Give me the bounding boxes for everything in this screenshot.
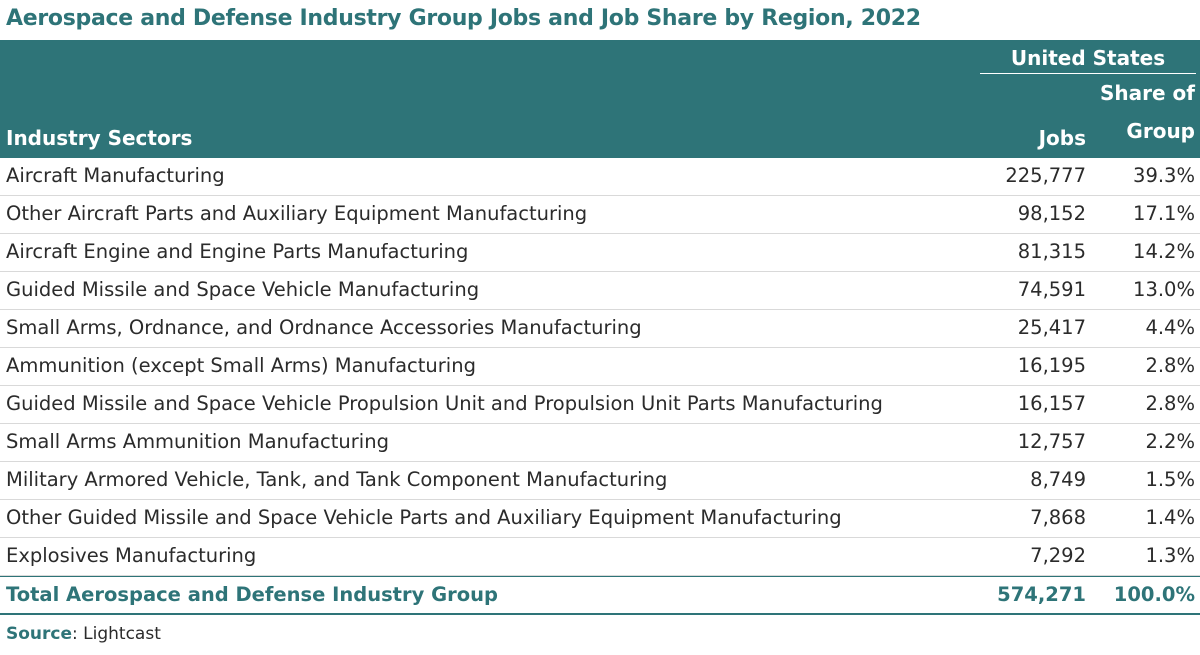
jobs-cell: 81,315 [1017, 240, 1086, 263]
sector-cell: Guided Missile and Space Vehicle Propuls… [6, 392, 883, 415]
table-row: Other Aircraft Parts and Auxiliary Equip… [0, 196, 1200, 234]
jobs-cell: 7,868 [1030, 506, 1086, 529]
share-cell: 2.8% [1145, 392, 1195, 415]
jobs-cell: 98,152 [1017, 202, 1086, 225]
table-row: Aircraft Manufacturing 225,777 39.3% [0, 158, 1200, 196]
table-row: Ammunition (except Small Arms) Manufactu… [0, 348, 1200, 386]
column-header-share: Share of Group [1100, 74, 1195, 150]
total-share: 100.0% [1113, 583, 1195, 606]
column-header-share-line1: Share of [1100, 81, 1195, 105]
table-row: Military Armored Vehicle, Tank, and Tank… [0, 462, 1200, 500]
share-cell: 14.2% [1133, 240, 1195, 263]
share-cell: 1.4% [1145, 506, 1195, 529]
sector-cell: Aircraft Manufacturing [6, 164, 225, 187]
sector-cell: Military Armored Vehicle, Tank, and Tank… [6, 468, 668, 491]
share-cell: 13.0% [1133, 278, 1195, 301]
sector-cell: Ammunition (except Small Arms) Manufactu… [6, 354, 476, 377]
table-row: Small Arms, Ordnance, and Ordnance Acces… [0, 310, 1200, 348]
jobs-cell: 16,195 [1017, 354, 1086, 377]
share-cell: 2.2% [1145, 430, 1195, 453]
table-body: Aircraft Manufacturing 225,777 39.3% Other … [0, 158, 1200, 576]
table-header: United States Industry Sectors Jobs Shar… [0, 40, 1200, 158]
share-cell: 1.3% [1145, 544, 1195, 567]
table-row: Small Arms Ammunition Manufacturing 12,75… [0, 424, 1200, 462]
table-title: Aerospace and Defense Industry Group Job… [6, 6, 921, 31]
jobs-cell: 25,417 [1017, 316, 1086, 339]
sector-cell: Small Arms Ammunition Manufacturing [6, 430, 389, 453]
jobs-table: United States Industry Sectors Jobs Shar… [0, 40, 1200, 615]
column-header-sectors: Industry Sectors [6, 126, 193, 150]
share-cell: 39.3% [1133, 164, 1195, 187]
column-header-jobs: Jobs [1038, 126, 1086, 150]
sector-cell: Small Arms, Ordnance, and Ordnance Acces… [6, 316, 642, 339]
sector-cell: Aircraft Engine and Engine Parts Manufac… [6, 240, 469, 263]
share-cell: 1.5% [1145, 468, 1195, 491]
group-header-united-states: United States [1010, 46, 1166, 70]
table-row: Guided Missile and Space Vehicle Propuls… [0, 386, 1200, 424]
table-row-total: Total Aerospace and Defense Industry Gro… [0, 576, 1200, 615]
share-cell: 4.4% [1145, 316, 1195, 339]
share-cell: 2.8% [1145, 354, 1195, 377]
jobs-cell: 7,292 [1030, 544, 1086, 567]
jobs-cell: 74,591 [1017, 278, 1086, 301]
source-text: : Lightcast [72, 624, 161, 644]
sector-cell: Guided Missile and Space Vehicle Manufac… [6, 278, 480, 301]
source-label: Source [6, 624, 73, 644]
source-note: Source: Lightcast [6, 624, 161, 644]
sector-cell: Explosives Manufacturing [6, 544, 257, 567]
share-cell: 17.1% [1133, 202, 1195, 225]
sector-cell: Other Guided Missile and Space Vehicle P… [6, 506, 842, 529]
table-row: Aircraft Engine and Engine Parts Manufac… [0, 234, 1200, 272]
column-header-share-line2: Group [1126, 119, 1195, 143]
table-row: Explosives Manufacturing 7,292 1.3% [0, 538, 1200, 576]
total-sector: Total Aerospace and Defense Industry Gro… [6, 583, 498, 606]
jobs-cell: 8,749 [1030, 468, 1086, 491]
table-row: Other Guided Missile and Space Vehicle P… [0, 500, 1200, 538]
total-jobs: 574,271 [997, 583, 1086, 606]
sector-cell: Other Aircraft Parts and Auxiliary Equip… [6, 202, 588, 225]
jobs-cell: 225,777 [1005, 164, 1086, 187]
jobs-cell: 16,157 [1017, 392, 1086, 415]
jobs-cell: 12,757 [1017, 430, 1086, 453]
group-header-rule [980, 73, 1196, 74]
table-row: Guided Missile and Space Vehicle Manufac… [0, 272, 1200, 310]
